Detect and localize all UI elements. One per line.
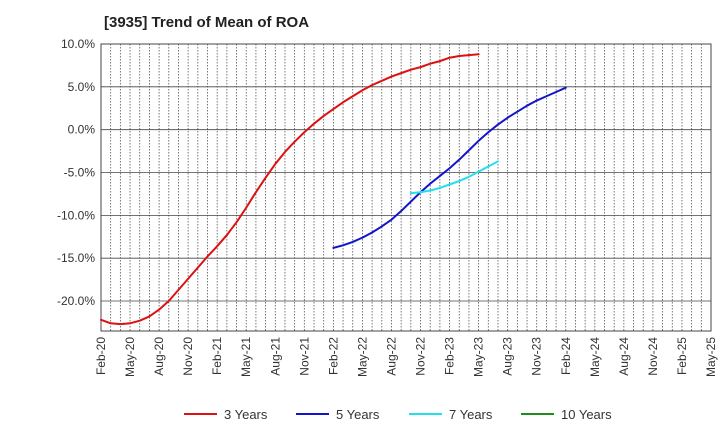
x-tick-label: Feb-25 [675,337,689,375]
x-tick-label: Nov-24 [646,337,660,376]
series-line-7-years [409,160,499,195]
x-tick-label: Nov-23 [530,337,544,376]
x-tick-label: May-23 [472,337,486,377]
x-tick-label: Aug-23 [501,337,515,376]
x-tick-label: Aug-22 [384,337,398,376]
x-tick-label: Nov-20 [181,337,195,376]
x-tick-label: Feb-24 [559,337,573,375]
legend-label-10-years: 10 Years [561,407,612,422]
y-tick-label: 5.0% [68,80,96,94]
legend-label-7-years: 7 Years [449,407,493,422]
series-line-5-years [332,86,567,249]
x-tick-label: Feb-22 [326,337,340,375]
x-tick-label: May-22 [355,337,369,377]
y-tick-label: -20.0% [57,294,95,308]
x-tick-label: May-21 [239,337,253,377]
legend: 3 Years 5 Years 7 Years 10 Years [184,407,612,422]
y-tick-label: -5.0% [64,166,96,180]
y-tick-label: -10.0% [57,208,95,222]
x-tick-label: Aug-21 [268,337,282,376]
x-tick-label: May-20 [123,337,137,377]
x-tick-labels: Feb-20 May-20 Aug-20 Nov-20 Feb-21 May-21 Aug-… [94,337,718,377]
legend-label-3-years: 3 Years [224,407,268,422]
x-tick-label: May-25 [704,337,718,377]
x-tick-label: May-24 [588,337,602,377]
y-tick-label: 0.0% [68,123,96,137]
series-line-3-years [100,53,480,326]
grid-lines [101,43,711,331]
x-tick-label: Feb-23 [443,337,457,375]
y-tick-labels: 10.0% 5.0% 0.0% -5.0% -10.0% -15.0% -20.0% [57,37,95,308]
plot-frame [100,43,712,332]
x-tick-label: Feb-20 [94,337,108,375]
legend-label-5-years: 5 Years [336,407,380,422]
x-tick-label: Nov-22 [414,337,428,376]
x-tick-label: Aug-24 [617,337,631,376]
y-tick-label: -15.0% [57,251,95,265]
series-lines [100,53,567,326]
axes [100,43,712,332]
x-tick-label: Feb-21 [210,337,224,375]
x-tick-label: Nov-21 [297,337,311,376]
y-tick-label: 10.0% [61,37,95,51]
chart-title: [3935] Trend of Mean of ROA [104,14,310,31]
x-tick-label: Aug-20 [152,337,166,376]
